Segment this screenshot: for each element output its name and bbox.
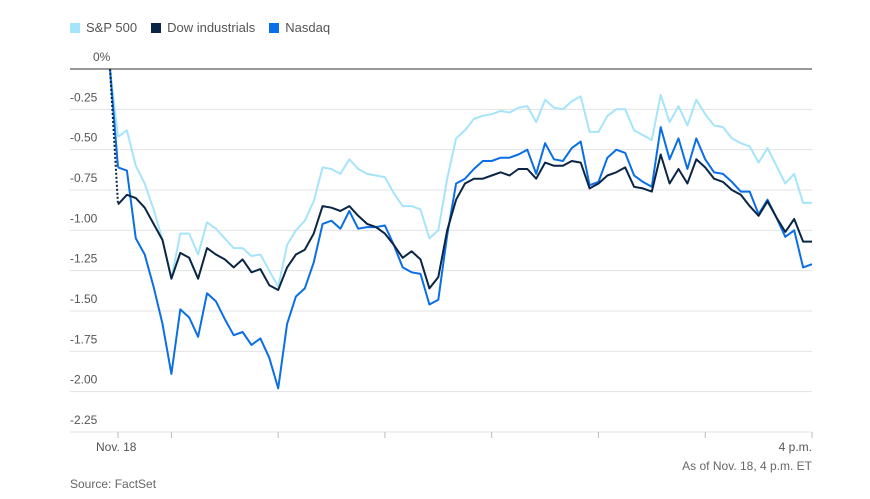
legend-item-nasdaq: Nasdaq [269,20,330,35]
series-line-s-p-500 [117,93,812,288]
y-tick-label: -2.00 [70,373,98,387]
chart-legend: S&P 500 Dow industrials Nasdaq [70,20,330,35]
legend-label: S&P 500 [86,20,138,35]
legend-item-sp500: S&P 500 [70,20,137,35]
source-note: Source: FactSet [70,477,157,491]
legend-swatch [151,22,162,33]
y-tick-label: -0.50 [70,131,98,145]
x-tick-label: 4 p.m. [779,440,812,454]
y-tick-label: -1.00 [70,211,98,225]
y-tick-label: -1.50 [70,292,98,306]
y-tick-label: -1.75 [70,332,98,346]
legend-item-dow: Dow industrials [151,20,255,35]
series-line-dow-industrials [117,153,812,291]
as-of-note: As of Nov. 18, 4 p.m. ET [682,459,812,473]
y-tick-label: -0.25 [70,90,98,104]
x-tick-label: Nov. 18 [96,440,137,454]
y-tick-label: 0% [93,50,111,64]
y-tick-label: -1.25 [70,252,98,266]
y-tick-label: -2.25 [70,413,98,427]
series-open-segment [109,68,119,205]
legend-label: Nasdaq [285,20,331,35]
series-line-nasdaq [117,126,813,390]
y-tick-label: -0.75 [70,171,98,185]
legend-label: Dow industrials [167,20,256,35]
legend-swatch [269,22,280,33]
legend-swatch [70,22,80,33]
